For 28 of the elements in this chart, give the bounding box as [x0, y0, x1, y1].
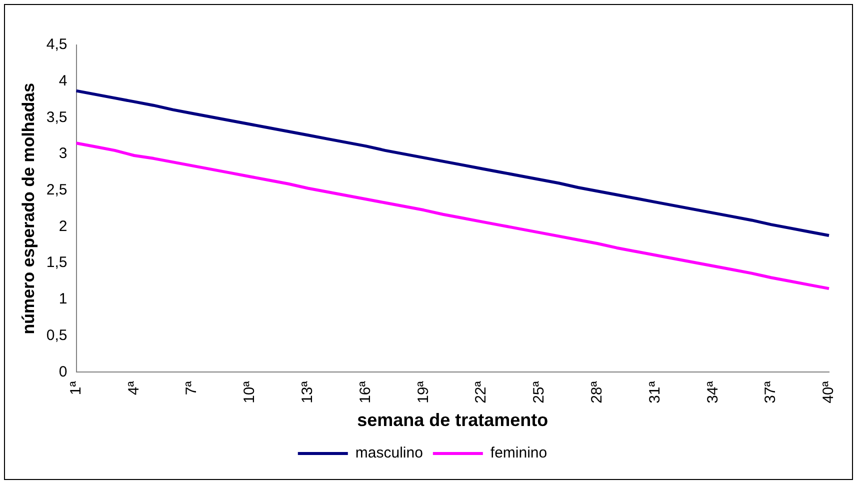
y-tick-label: 3,5 [46, 108, 68, 126]
x-axis-title: semana de tratamento [357, 410, 548, 430]
y-tick-label: 4,5 [46, 36, 68, 54]
x-tick-label: 16ª [356, 380, 374, 404]
x-tick-label: 22ª [472, 380, 490, 404]
x-tick-label: 28ª [588, 380, 606, 404]
x-tick-label: 37ª [762, 380, 780, 404]
x-tick-label: 34ª [704, 380, 722, 404]
x-tick-label: 10ª [241, 380, 258, 404]
x-tick-label: 25ª [530, 380, 548, 404]
y-axis-title: número esperado de molhadas [18, 82, 38, 334]
y-tick-label: 2,5 [46, 182, 68, 199]
y-tick-label: 0 [58, 363, 68, 380]
x-tick-label: 19ª [414, 380, 432, 404]
legend-label: feminino [490, 444, 548, 462]
x-tick-label: 7ª [183, 380, 200, 396]
x-tick-label: 31ª [646, 380, 664, 404]
y-tick-label: 3 [58, 145, 68, 162]
legend-label: masculino [355, 444, 423, 462]
x-tick-label: 1ª [67, 380, 84, 396]
y-tick-label: 1 [58, 290, 68, 308]
y-tick-label: 1,5 [46, 254, 68, 272]
x-tick-label: 4ª [125, 380, 142, 396]
x-tick-label: 13ª [299, 380, 316, 404]
x-tick-label: 40ª [820, 380, 838, 404]
y-tick-label: 0,5 [46, 326, 68, 344]
y-tick-label: 2 [58, 218, 68, 235]
y-tick-label: 4 [58, 72, 68, 90]
